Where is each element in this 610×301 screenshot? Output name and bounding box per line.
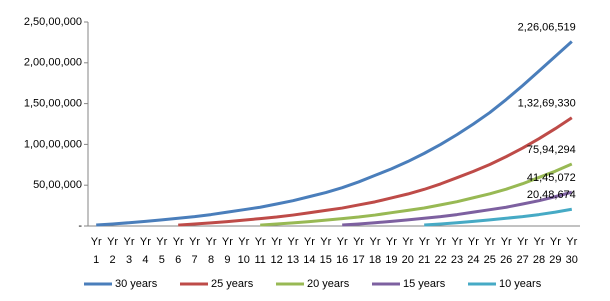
series-line — [260, 162, 573, 227]
data-label: 20,48,674 — [527, 189, 576, 201]
x-tick-label: Yr 17 — [352, 236, 364, 266]
x-tick-label: Yr 15 — [320, 236, 332, 266]
legend-label: 25 years — [211, 278, 254, 290]
y-tick-label: 2,50,00,000 — [24, 16, 82, 28]
x-tick-label: Yr 28 — [533, 236, 545, 266]
data-label: 1,32,69,330 — [518, 98, 576, 110]
x-tick-label: Yr 12 — [270, 236, 282, 266]
x-tick-label: Yr 21 — [418, 236, 430, 266]
series-line — [424, 207, 573, 227]
legend-label: 20 years — [307, 278, 350, 290]
y-tick-label: 1,00,00,000 — [24, 138, 82, 150]
x-tick-label: Yr 25 — [484, 236, 496, 266]
x-tick-label: Yr 5 — [156, 236, 167, 266]
x-tick-label: Yr 14 — [303, 236, 315, 266]
x-tick-label: Yr 23 — [451, 236, 463, 266]
x-tick-label: Yr 8 — [206, 236, 217, 266]
legend-label: 15 years — [403, 278, 446, 290]
x-tick-label: Yr 10 — [238, 236, 250, 266]
x-tick-label: Yr 9 — [222, 236, 233, 266]
x-tick-label: Yr 18 — [369, 236, 381, 266]
x-tick-label: Yr 2 — [107, 236, 118, 266]
series-line — [342, 190, 573, 227]
y-tick-label: 1,50,00,000 — [24, 98, 82, 110]
x-tick-label: Yr 1 — [91, 236, 102, 266]
x-tick-label: Yr 22 — [434, 236, 446, 266]
x-tick-label: Yr 6 — [173, 236, 184, 266]
legend-label: 30 years — [115, 278, 158, 290]
x-tick-label: Yr 20 — [402, 236, 414, 266]
x-tick-label: Yr 7 — [189, 236, 200, 266]
series-line — [178, 116, 573, 227]
x-tick-label: Yr 11 — [254, 236, 266, 266]
x-tick-label: Yr 26 — [500, 236, 512, 266]
x-tick-label: Yr 19 — [385, 236, 397, 266]
y-tick-label: 50,00,000 — [33, 179, 82, 191]
data-label: 2,26,06,519 — [518, 21, 576, 33]
y-tick-label: - — [78, 220, 82, 232]
x-tick-label: Yr 4 — [140, 236, 151, 266]
legend-label: 10 years — [499, 278, 542, 290]
data-label: 41,45,072 — [527, 172, 576, 184]
x-tick-label: Yr 3 — [124, 236, 135, 266]
x-tick-label: Yr 16 — [336, 236, 348, 266]
x-tick-label: Yr 13 — [287, 236, 299, 266]
series-line — [96, 40, 573, 227]
x-tick-label: Yr 30 — [566, 236, 578, 266]
x-tick-label: Yr 27 — [516, 236, 528, 266]
x-tick-label: Yr 24 — [467, 236, 479, 266]
y-tick-label: 2,00,00,000 — [24, 57, 82, 69]
data-label: 75,94,294 — [527, 144, 576, 156]
x-tick-label: Yr 29 — [549, 236, 561, 266]
